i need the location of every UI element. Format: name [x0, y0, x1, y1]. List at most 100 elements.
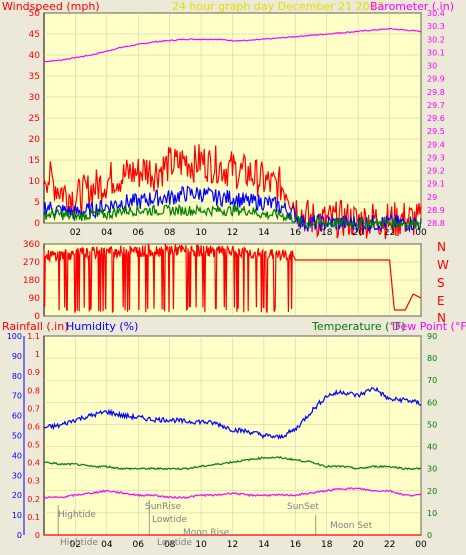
windspeed-tick: 40 [29, 51, 41, 61]
compass-label: W [437, 258, 449, 272]
wind-direction-line [43, 243, 422, 314]
sunset-label: SunSet [287, 502, 319, 512]
windspeed-tick: 25 [29, 114, 40, 124]
time-tick: 08 [164, 540, 176, 550]
temperature-tick: 10 [427, 509, 437, 518]
moonrise-label: Moon Rise [183, 528, 230, 538]
time-tick: 16 [290, 228, 302, 238]
compass-labels: N W S E N [437, 240, 449, 325]
humidity-tick: 40 [12, 451, 22, 460]
windspeed-tick: 20 [29, 135, 41, 145]
time-tick: 12 [227, 228, 238, 238]
rainfall-tick: 0.5 [27, 441, 40, 450]
barometer-line [43, 27, 422, 63]
direction-tick: 270 [23, 258, 40, 268]
sunrise-label: SunRise [145, 502, 182, 512]
humidity-tick: 20 [12, 491, 22, 500]
time-tick: 22 [384, 228, 395, 238]
barometer-tick: 29.3 [427, 153, 445, 162]
time-tick: 14 [258, 540, 270, 550]
humidity-tick: 90 [12, 352, 22, 361]
time-tick: 04 [101, 540, 113, 550]
compass-label: E [437, 294, 445, 308]
humidity-tick: 30 [12, 471, 22, 480]
humidity-tick: 80 [12, 372, 22, 381]
humidity-axis: 0 10 20 30 40 50 60 70 80 90 100 [7, 332, 25, 540]
windspeed-tick: 10 [29, 177, 41, 187]
time-tick: 02 [70, 228, 81, 238]
compass-label: N [437, 311, 446, 325]
windspeed-tick: 30 [29, 93, 41, 103]
wind-low-series [43, 203, 422, 231]
temperature-tick: 30 [427, 465, 437, 474]
direction-tick: 90 [29, 294, 41, 304]
barometer-tick: 29.6 [427, 114, 445, 123]
humidity-tick: 60 [12, 412, 22, 421]
rainfall-tick: 0.7 [27, 404, 40, 413]
barometer-tick: 29.5 [427, 127, 445, 136]
time-tick: 20 [352, 228, 364, 238]
time-tick: 02 [70, 540, 81, 550]
time-tick: 20 [352, 540, 364, 550]
rainfall-tick: 0.6 [27, 422, 40, 431]
time-tick: 00 [415, 540, 427, 550]
lowtide-label: Lowtide [152, 515, 187, 525]
compass-label: S [437, 276, 445, 290]
humidity-tick: 10 [12, 511, 22, 520]
temperature-tick: 20 [427, 487, 437, 496]
time-tick: 14 [258, 228, 270, 238]
rainfall-tick: 1.1 [27, 332, 40, 341]
wind-direction-series [43, 243, 422, 314]
windspeed-tick: 0 [34, 219, 40, 229]
humidity-tick: 0 [17, 531, 22, 540]
direction-tick: 360 [23, 240, 40, 250]
rainfall-tick: 0.3 [27, 477, 40, 486]
temperature-tick: 40 [427, 443, 437, 452]
humidity-line [43, 386, 422, 441]
event-markers [57, 500, 317, 535]
time-tick: 22 [384, 540, 395, 550]
barometer-tick: 30.2 [427, 35, 445, 44]
time-tick: 12 [227, 540, 238, 550]
lowtide-bottom-label: Lowtide [157, 538, 192, 548]
rainfall-tick: 0.9 [27, 368, 40, 377]
temperature-tick: 60 [427, 398, 437, 407]
temperature-axis-title: Temperature (°F) [311, 320, 406, 333]
event-annotations: Hightide SunRise Lowtide Moon Rise SunSe… [58, 502, 373, 548]
time-tick: 16 [290, 540, 302, 550]
rainfall-tick: 0 [35, 531, 40, 540]
barometer-tick: 30.3 [427, 22, 445, 31]
time-tick: 04 [101, 228, 113, 238]
barometer-axis-title: Barometer (.in) [370, 0, 454, 13]
humidity-tick: 100 [7, 332, 22, 341]
barometer-tick: 29 [427, 193, 437, 202]
barometer-tick: 28.8 [427, 219, 445, 228]
time-tick: 10 [195, 228, 207, 238]
barometer-tick: 29.8 [427, 88, 445, 97]
dewpoint-axis-title: Dew Point (°F) [392, 320, 466, 333]
wind-gust-series [43, 144, 422, 240]
wind-average-series [43, 185, 422, 234]
time-tick: 06 [133, 540, 145, 550]
barometer-tick: 30.1 [427, 48, 445, 57]
time-tick: 18 [321, 228, 333, 238]
temperature-tick: 90 [427, 332, 437, 341]
barometer-tick: 29.7 [427, 101, 445, 110]
barometer-tick: 30.4 [427, 9, 445, 18]
temperature-axis: 0 10 20 30 40 50 60 70 80 90 [427, 332, 437, 540]
rainfall-axis-title: Rainfall (.in) [2, 320, 69, 333]
rainfall-tick: 0.8 [27, 386, 40, 395]
direction-tick: 0 [34, 312, 40, 322]
temperature-time-axis: 02 04 06 08 10 12 14 16 18 20 22 00 [70, 540, 427, 550]
temperature-tick: 80 [427, 354, 437, 363]
barometer-tick: 29.9 [427, 75, 445, 84]
graph-date-title: 24 hour graph day December 21 2017 [172, 0, 384, 13]
time-tick: 00 [415, 228, 427, 238]
time-tick: 06 [133, 228, 145, 238]
temperature-tick: 0 [427, 531, 432, 540]
windspeed-axis-title: Windspeed (mph) [2, 0, 100, 13]
barometer-tick: 30 [427, 62, 437, 71]
windspeed-tick: 45 [29, 30, 40, 40]
rainfall-tick: 1 [35, 350, 40, 359]
